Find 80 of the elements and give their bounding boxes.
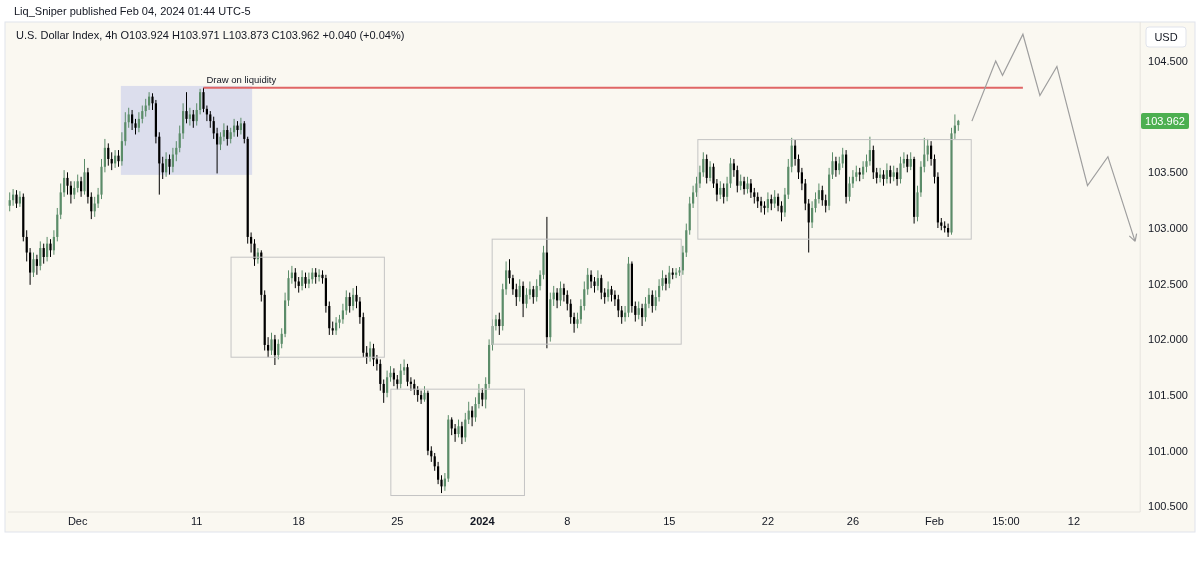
candlestick — [386, 370, 389, 398]
candlestick — [498, 312, 501, 336]
candlestick — [131, 109, 134, 131]
x-tick-label: 26 — [846, 515, 860, 527]
candlestick — [899, 156, 902, 184]
x-tick-label: 11 — [190, 515, 203, 527]
y-tick-label: 103.000 — [1148, 222, 1188, 235]
candlestick — [641, 303, 644, 327]
y-tick-label: 102.500 — [1148, 277, 1188, 290]
candlestick — [926, 138, 929, 162]
candlestick — [760, 196, 763, 213]
candlestick — [83, 158, 86, 196]
candlestick — [42, 243, 45, 265]
candlestick — [69, 180, 72, 205]
candlestick — [420, 390, 423, 405]
y-tick-label: 101.000 — [1148, 444, 1188, 457]
candlestick — [562, 283, 565, 303]
candlestick — [165, 151, 168, 178]
candlestick — [454, 423, 457, 443]
candlestick — [399, 363, 402, 389]
currency-button[interactable] — [1145, 26, 1187, 48]
candlestick — [8, 191, 11, 212]
candlestick — [369, 341, 372, 363]
x-tick-label: 22 — [761, 515, 775, 527]
candlestick — [379, 358, 382, 392]
x-tick-label: Dec — [67, 515, 88, 527]
candlestick — [596, 269, 599, 291]
candlestick — [528, 280, 531, 300]
candlestick — [664, 274, 667, 291]
candlestick — [885, 162, 888, 184]
x-tick-label: 15 — [663, 515, 676, 527]
candlestick — [766, 191, 769, 213]
candlestick — [705, 154, 708, 184]
candlestick — [39, 240, 42, 271]
text: 103.962 — [1145, 114, 1185, 127]
candlestick — [872, 145, 875, 180]
candlestick — [372, 343, 375, 367]
candlestick — [226, 125, 229, 147]
candlestick — [185, 91, 188, 124]
candlestick — [821, 185, 824, 207]
candlestick — [32, 252, 35, 278]
y-axis-title: USD — [1154, 31, 1178, 43]
candlestick — [188, 107, 191, 127]
y-tick-label: 103.500 — [1148, 166, 1188, 179]
y-tick-label: 102.000 — [1148, 333, 1188, 346]
candlestick — [382, 378, 385, 404]
candlestick — [862, 160, 865, 180]
y-tick-label: 101.500 — [1148, 389, 1188, 402]
candlestick — [559, 280, 562, 307]
candlestick — [273, 334, 276, 366]
candlestick — [168, 154, 171, 176]
candlestick — [834, 156, 837, 178]
x-tick-label: Feb — [925, 515, 944, 527]
x-tick-label: 8 — [564, 515, 571, 527]
x-tick-label: 18 — [292, 515, 305, 527]
candlestick — [80, 176, 83, 198]
candlestick — [161, 156, 164, 180]
candlestick — [127, 107, 130, 129]
x-tick-label: 2024 — [470, 515, 496, 527]
y-tick-label: 100.500 — [1148, 500, 1188, 513]
candlestick — [896, 167, 899, 187]
candlestick — [239, 117, 242, 135]
text: U.S. Dollar Index, 4h O103.924 H103.971 L103.873 C103.962 +0.040 (+0.04%) — [16, 29, 405, 41]
text: Liq_Sniper published Feb 04, 2024 01:44 UTC-5 — [14, 5, 251, 17]
candlestick — [406, 363, 409, 387]
x-tick-label: 15:00 — [992, 515, 1020, 527]
candlestick — [722, 182, 725, 205]
candlestick — [522, 280, 525, 318]
candlestick — [600, 274, 603, 300]
y-tick-label: 104.500 — [1148, 54, 1188, 67]
candlestick — [817, 182, 820, 205]
candlestick — [243, 120, 246, 144]
ref-line-label: Draw on liquidity — [206, 73, 277, 85]
candlestick — [222, 122, 225, 142]
x-tick-label: 25 — [391, 515, 404, 527]
candlestick — [348, 292, 351, 314]
candlestick — [467, 401, 470, 425]
candlestick — [763, 200, 766, 216]
x-tick-label: 12 — [1067, 515, 1081, 527]
candlestick — [270, 332, 273, 356]
